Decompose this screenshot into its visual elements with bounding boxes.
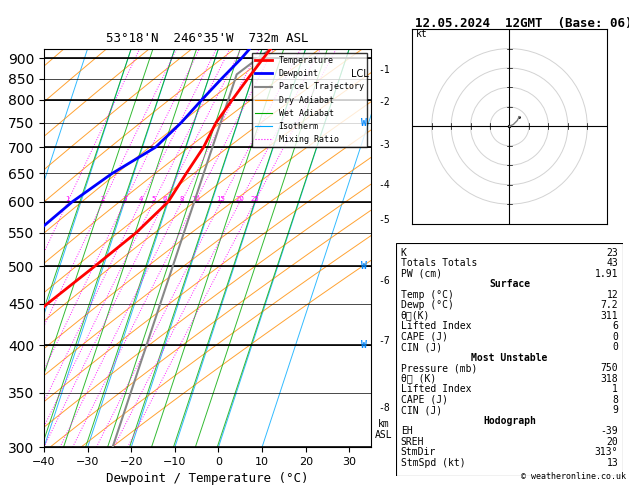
Text: 20: 20 <box>235 196 244 202</box>
Text: LCL: LCL <box>351 69 369 79</box>
Text: 6: 6 <box>612 321 618 331</box>
Text: Surface: Surface <box>489 279 530 289</box>
Text: 12: 12 <box>606 290 618 300</box>
Title: 53°18'N  246°35'W  732m ASL: 53°18'N 246°35'W 732m ASL <box>106 32 309 45</box>
Text: Lifted Index: Lifted Index <box>401 384 471 394</box>
Text: 1: 1 <box>65 196 70 202</box>
Text: kt: kt <box>416 29 428 39</box>
Text: 0: 0 <box>612 331 618 342</box>
Text: 1: 1 <box>612 384 618 394</box>
Text: Most Unstable: Most Unstable <box>471 353 548 363</box>
Text: EH: EH <box>401 426 413 436</box>
Legend: Temperature, Dewpoint, Parcel Trajectory, Dry Adiabat, Wet Adiabat, Isotherm, Mi: Temperature, Dewpoint, Parcel Trajectory… <box>252 53 367 147</box>
Text: 750: 750 <box>601 363 618 373</box>
Text: Temp (°C): Temp (°C) <box>401 290 454 300</box>
Y-axis label: hPa: hPa <box>0 237 3 259</box>
Text: θᴀ (K): θᴀ (K) <box>401 374 436 383</box>
Text: 12.05.2024  12GMT  (Base: 06): 12.05.2024 12GMT (Base: 06) <box>415 17 629 30</box>
Text: StmSpd (kt): StmSpd (kt) <box>401 458 465 468</box>
Text: Lifted Index: Lifted Index <box>401 321 471 331</box>
Text: 8: 8 <box>612 395 618 405</box>
Text: 311: 311 <box>601 311 618 321</box>
Text: 5: 5 <box>152 196 156 202</box>
Text: CIN (J): CIN (J) <box>401 342 442 352</box>
Text: 0: 0 <box>612 342 618 352</box>
Text: 2: 2 <box>101 196 105 202</box>
Text: Pressure (mb): Pressure (mb) <box>401 363 477 373</box>
Text: 13: 13 <box>606 458 618 468</box>
Text: W: W <box>361 118 367 128</box>
Text: 15: 15 <box>216 196 225 202</box>
Text: Totals Totals: Totals Totals <box>401 258 477 268</box>
Text: 318: 318 <box>601 374 618 383</box>
Text: -2: -2 <box>378 97 389 107</box>
Text: -7: -7 <box>378 336 389 346</box>
Text: 7.2: 7.2 <box>601 300 618 310</box>
Text: SREH: SREH <box>401 436 425 447</box>
Text: 43: 43 <box>606 258 618 268</box>
Text: -3: -3 <box>378 139 389 150</box>
Text: © weatheronline.co.uk: © weatheronline.co.uk <box>521 472 626 481</box>
Text: 1.91: 1.91 <box>594 269 618 278</box>
X-axis label: Dewpoint / Temperature (°C): Dewpoint / Temperature (°C) <box>106 472 309 486</box>
Text: CAPE (J): CAPE (J) <box>401 331 448 342</box>
Text: Dewp (°C): Dewp (°C) <box>401 300 454 310</box>
Text: km
ASL: km ASL <box>375 418 392 440</box>
Text: -1: -1 <box>378 65 389 75</box>
Text: 3: 3 <box>123 196 127 202</box>
Text: 9: 9 <box>612 405 618 415</box>
Text: -8: -8 <box>378 403 389 413</box>
Text: -39: -39 <box>601 426 618 436</box>
Text: CIN (J): CIN (J) <box>401 405 442 415</box>
Text: 23: 23 <box>606 248 618 258</box>
Text: W: W <box>361 340 367 350</box>
Text: 25: 25 <box>250 196 259 202</box>
Text: 8: 8 <box>179 196 184 202</box>
Text: CAPE (J): CAPE (J) <box>401 395 448 405</box>
Text: 313°: 313° <box>594 447 618 457</box>
Text: θᴀ(K): θᴀ(K) <box>401 311 430 321</box>
Text: -4: -4 <box>378 179 389 190</box>
Text: W: W <box>361 261 367 271</box>
Text: 20: 20 <box>606 436 618 447</box>
Text: PW (cm): PW (cm) <box>401 269 442 278</box>
Text: 6: 6 <box>162 196 167 202</box>
Text: -6: -6 <box>378 276 389 286</box>
Text: 10: 10 <box>191 196 200 202</box>
Text: 4: 4 <box>138 196 143 202</box>
Text: Hodograph: Hodograph <box>483 416 536 426</box>
Text: -5: -5 <box>378 215 389 225</box>
Text: StmDir: StmDir <box>401 447 436 457</box>
Text: K: K <box>401 248 407 258</box>
